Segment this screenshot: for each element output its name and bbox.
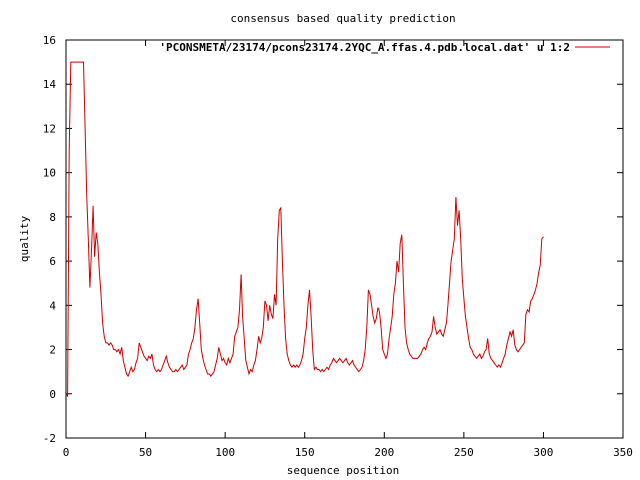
y-tick-label: 8 xyxy=(49,211,56,224)
x-tick-label: 250 xyxy=(454,446,474,459)
x-axis-label: sequence position xyxy=(287,464,400,477)
series-line xyxy=(65,61,544,398)
chart-title: consensus based quality prediction xyxy=(230,12,455,25)
y-axis-label: quality xyxy=(18,215,31,262)
y-tick-label: 12 xyxy=(43,122,56,135)
legend-label: 'PCONSMETA/23174/pcons23174.2YQC_A.ffas.… xyxy=(159,41,570,54)
x-tick-label: 350 xyxy=(613,446,633,459)
y-ticks: -2 0 2 4 6 8 10 12 14 16 xyxy=(43,34,623,445)
x-tick-label: 0 xyxy=(63,446,70,459)
x-tick-label: 300 xyxy=(533,446,553,459)
x-tick-label: 200 xyxy=(374,446,394,459)
x-tick-label: 50 xyxy=(139,446,152,459)
y-tick-label: 10 xyxy=(43,167,56,180)
x-ticks: 0 50 100 150 200 250 300 350 xyxy=(63,40,633,459)
y-tick-label: -2 xyxy=(43,432,56,445)
y-tick-label: 4 xyxy=(49,299,56,312)
y-tick-label: 2 xyxy=(49,344,56,357)
y-tick-label: 6 xyxy=(49,255,56,268)
x-tick-label: 100 xyxy=(215,446,235,459)
x-tick-label: 150 xyxy=(295,446,315,459)
y-tick-label: 0 xyxy=(49,388,56,401)
y-tick-label: 14 xyxy=(43,78,57,91)
y-tick-label: 16 xyxy=(43,34,56,47)
plot-frame xyxy=(65,39,624,439)
